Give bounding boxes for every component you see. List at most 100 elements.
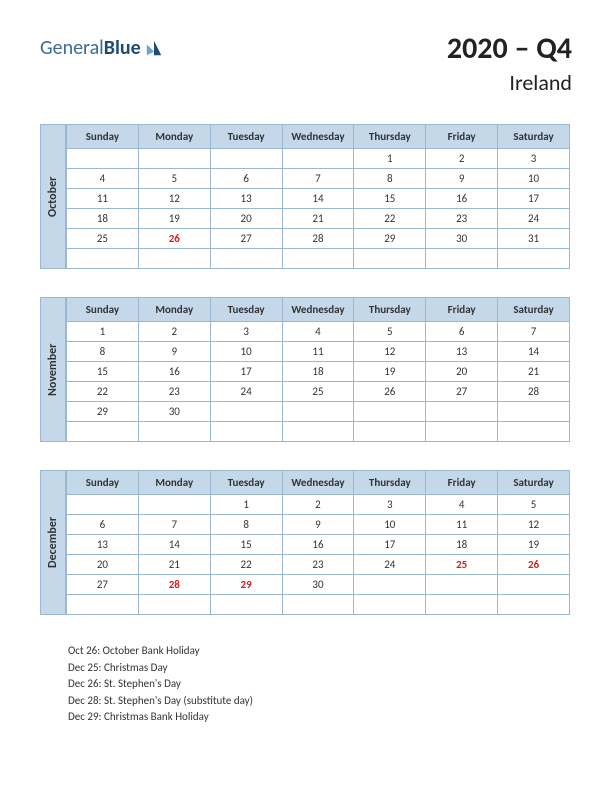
day-cell: 25: [426, 555, 498, 575]
day-cell: 9: [426, 169, 498, 189]
day-cell: 20: [426, 362, 498, 382]
month-tab: October: [40, 124, 66, 269]
day-cell: 29: [67, 402, 139, 422]
day-cell: 23: [426, 209, 498, 229]
holiday-entry: Dec 29: Christmas Bank Holiday: [68, 709, 572, 726]
day-cell: [354, 402, 426, 422]
day-cell: 19: [498, 535, 570, 555]
holiday-entry: Dec 26: St. Stephen's Day: [68, 676, 572, 693]
day-cell: 18: [426, 535, 498, 555]
day-cell: 27: [426, 382, 498, 402]
day-cell: 28: [282, 229, 354, 249]
day-cell: 29: [210, 575, 282, 595]
day-cell: 1: [67, 322, 139, 342]
day-cell: 7: [138, 515, 210, 535]
day-cell: 1: [354, 149, 426, 169]
day-cell: 11: [282, 342, 354, 362]
day-cell: [354, 595, 426, 615]
day-cell: 15: [210, 535, 282, 555]
day-cell: [498, 402, 570, 422]
day-cell: [138, 422, 210, 442]
day-cell: 19: [138, 209, 210, 229]
day-cell: [282, 595, 354, 615]
calendar-table: SundayMondayTuesdayWednesdayThursdayFrid…: [66, 470, 570, 615]
day-cell: [282, 402, 354, 422]
day-cell: [67, 595, 139, 615]
day-cell: [354, 249, 426, 269]
day-header: Sunday: [67, 471, 139, 495]
holiday-entry: Dec 28: St. Stephen's Day (substitute da…: [68, 693, 572, 710]
day-cell: 30: [282, 575, 354, 595]
day-cell: 24: [498, 209, 570, 229]
day-header: Thursday: [354, 125, 426, 149]
day-header: Thursday: [354, 471, 426, 495]
day-cell: 22: [67, 382, 139, 402]
day-cell: [210, 149, 282, 169]
day-cell: 5: [354, 322, 426, 342]
day-cell: 6: [210, 169, 282, 189]
day-cell: [282, 149, 354, 169]
day-cell: 30: [138, 402, 210, 422]
day-cell: 26: [138, 229, 210, 249]
day-cell: [426, 595, 498, 615]
day-cell: 13: [210, 189, 282, 209]
day-cell: [210, 249, 282, 269]
day-cell: 12: [498, 515, 570, 535]
day-header: Wednesday: [282, 298, 354, 322]
day-cell: 5: [498, 495, 570, 515]
day-cell: [498, 422, 570, 442]
day-header: Tuesday: [210, 298, 282, 322]
table-row: 27282930: [67, 575, 570, 595]
day-cell: [498, 575, 570, 595]
day-cell: [498, 249, 570, 269]
day-header: Thursday: [354, 298, 426, 322]
day-cell: [67, 249, 139, 269]
logo: GeneralBlue: [40, 36, 163, 60]
day-cell: [282, 249, 354, 269]
day-cell: 28: [138, 575, 210, 595]
table-row: 123: [67, 149, 570, 169]
day-cell: [426, 575, 498, 595]
day-cell: 25: [282, 382, 354, 402]
day-cell: 14: [138, 535, 210, 555]
page-subtitle: Ireland: [447, 69, 572, 96]
day-cell: 28: [498, 382, 570, 402]
day-cell: 20: [67, 555, 139, 575]
day-cell: 13: [426, 342, 498, 362]
day-cell: 8: [67, 342, 139, 362]
day-cell: [138, 495, 210, 515]
table-row: 15161718192021: [67, 362, 570, 382]
day-header: Saturday: [498, 471, 570, 495]
day-cell: [138, 595, 210, 615]
day-cell: 27: [210, 229, 282, 249]
logo-text: GeneralBlue: [40, 36, 141, 60]
day-cell: 9: [282, 515, 354, 535]
day-cell: [138, 149, 210, 169]
day-cell: [426, 249, 498, 269]
day-cell: 10: [498, 169, 570, 189]
table-row: 13141516171819: [67, 535, 570, 555]
day-cell: 21: [138, 555, 210, 575]
day-cell: 8: [354, 169, 426, 189]
day-cell: 14: [282, 189, 354, 209]
day-cell: 2: [426, 149, 498, 169]
day-cell: 16: [426, 189, 498, 209]
table-row: 20212223242526: [67, 555, 570, 575]
day-cell: 17: [210, 362, 282, 382]
day-cell: 4: [426, 495, 498, 515]
day-cell: [210, 595, 282, 615]
calendars-container: OctoberSundayMondayTuesdayWednesdayThurs…: [40, 124, 572, 615]
day-header: Wednesday: [282, 125, 354, 149]
day-cell: 3: [354, 495, 426, 515]
table-row: 12345: [67, 495, 570, 515]
logo-icon: [145, 39, 163, 57]
day-cell: [426, 422, 498, 442]
day-cell: 2: [138, 322, 210, 342]
day-header: Sunday: [67, 298, 139, 322]
day-cell: 3: [498, 149, 570, 169]
title-block: 2020 – Q4 Ireland: [447, 30, 572, 96]
day-cell: 11: [426, 515, 498, 535]
calendar-table: SundayMondayTuesdayWednesdayThursdayFrid…: [66, 124, 570, 269]
day-cell: 12: [138, 189, 210, 209]
day-cell: 6: [67, 515, 139, 535]
